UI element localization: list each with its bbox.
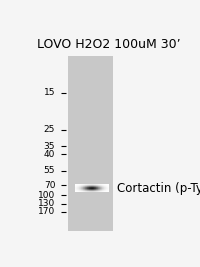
Text: 15: 15 [44,88,55,97]
Text: LOVO H2O2 100uM 30’: LOVO H2O2 100uM 30’ [37,38,181,51]
Text: Cortactin (p-Tyr421): Cortactin (p-Tyr421) [117,182,200,195]
Text: 100: 100 [38,191,55,200]
Text: 35: 35 [44,142,55,151]
Text: 170: 170 [38,207,55,217]
Text: 130: 130 [38,199,55,208]
Bar [68,56,113,231]
Text: 70: 70 [44,181,55,190]
Text: 40: 40 [44,150,55,159]
Text: 55: 55 [44,166,55,175]
Text: 25: 25 [44,125,55,134]
